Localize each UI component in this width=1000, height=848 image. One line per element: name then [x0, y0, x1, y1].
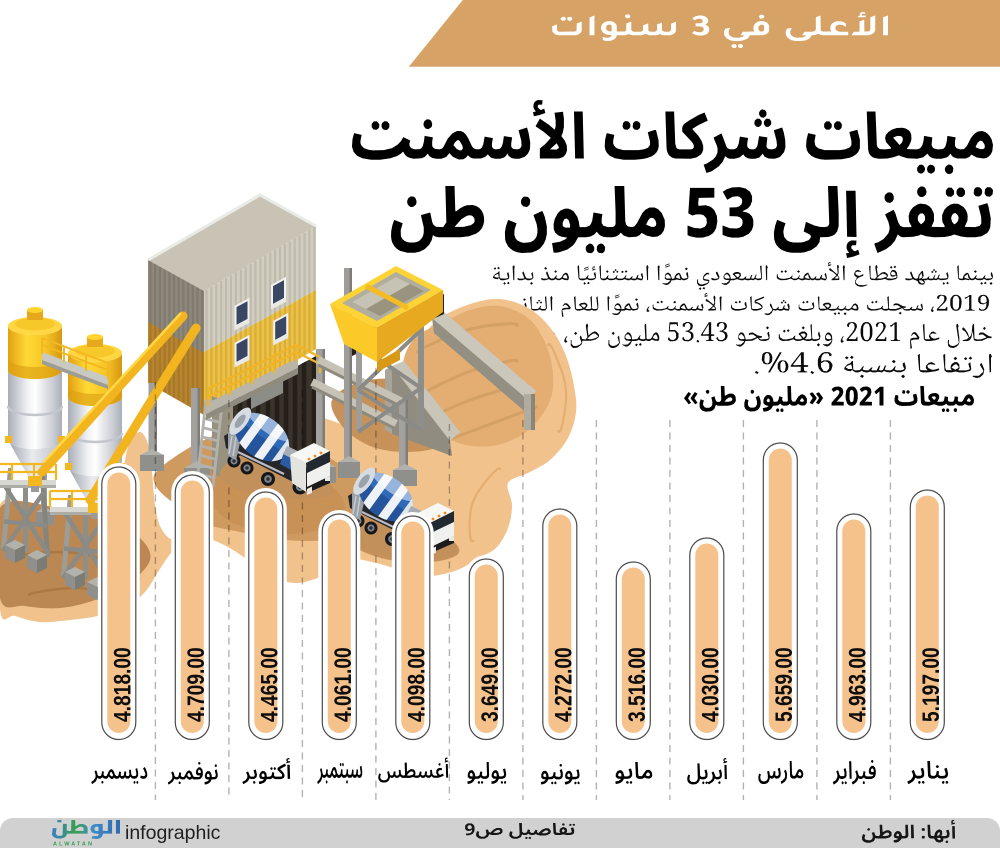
svg-text:4.963.00: 4.963.00 — [843, 647, 871, 722]
svg-text:ALWATAN: ALWATAN — [53, 842, 94, 848]
svg-text:4.030.00: 4.030.00 — [696, 647, 724, 722]
svg-text:4.818.00: 4.818.00 — [108, 647, 136, 722]
svg-text:5.659.00: 5.659.00 — [770, 647, 798, 722]
svg-text:3.516.00: 3.516.00 — [623, 647, 651, 722]
svg-text:4.272.00: 4.272.00 — [549, 647, 577, 722]
svg-text:3.649.00: 3.649.00 — [476, 647, 504, 722]
svg-text:4.061.00: 4.061.00 — [329, 647, 357, 722]
svg-text:4.098.00: 4.098.00 — [402, 647, 430, 722]
svg-text:4.465.00: 4.465.00 — [255, 647, 283, 722]
svg-text:5.197.00: 5.197.00 — [917, 647, 945, 722]
svg-text:4.709.00: 4.709.00 — [182, 647, 210, 722]
svg-text:infographic: infographic — [125, 822, 221, 844]
